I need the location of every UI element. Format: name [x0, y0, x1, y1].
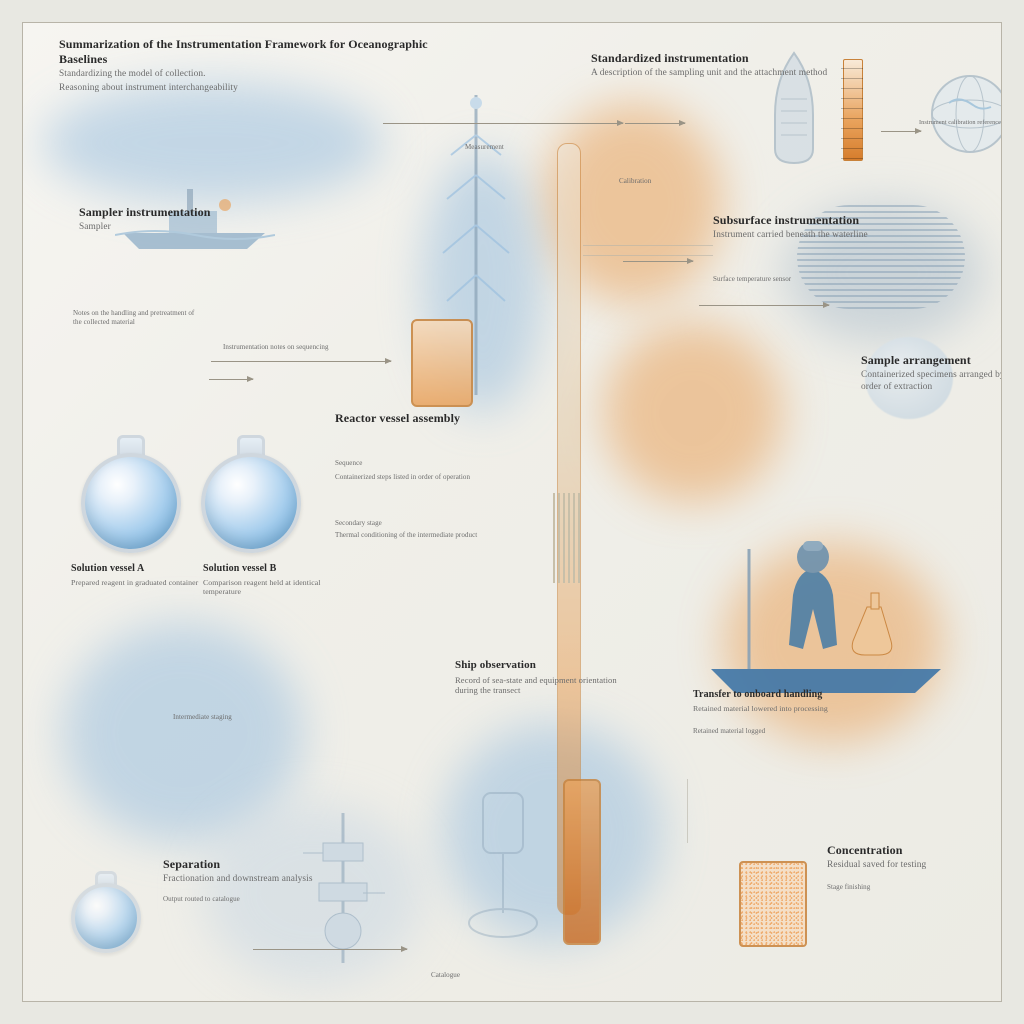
label-heading: Ship observation [455, 659, 536, 671]
label-heading: Concentration [827, 843, 903, 857]
wash [603, 323, 783, 503]
label-side-1: Notes on the handling and pretreatment o… [73, 307, 203, 327]
flask-b-icon [201, 453, 301, 553]
label-heading: Solution vessel B [203, 563, 276, 574]
arrow [623, 261, 693, 262]
label-reactor: Reactor vessel assembly [335, 411, 515, 426]
rule [583, 255, 713, 256]
label-sub: Instrumentation notes on sequencing [223, 343, 403, 352]
label-sub: Prepared reagent in graduated container [71, 578, 201, 588]
label-heading: Standardized instrumentation [591, 51, 749, 65]
separation-rig-icon [273, 813, 413, 963]
label-heading: Reactor vessel assembly [335, 411, 460, 425]
label-sub: Comparison reagent held at identical tem… [203, 578, 353, 597]
label-concentration: Concentration Residual saved for testing [827, 843, 1002, 872]
label-sub: Catalogue [431, 971, 601, 980]
page-subtitle-1: Standardizing the model of collection. [59, 69, 459, 81]
deep-column-icon [563, 779, 601, 945]
label-inst-notes: Instrumentation notes on sequencing [223, 341, 403, 352]
label-sub: Record of sea-state and equipment orient… [455, 675, 635, 696]
label-reactor-sub4: Thermal conditioning of the intermediate… [335, 529, 535, 540]
capsule-icon [761, 49, 827, 167]
rule [583, 245, 713, 246]
label-sub: Notes on the handling and pretreatment o… [73, 309, 203, 327]
label-sub: Thermal conditioning of the intermediate… [335, 531, 535, 540]
arrow [699, 305, 829, 306]
striped-pod-icon [797, 205, 965, 309]
label-reactor-sub3: Secondary stage [335, 517, 535, 528]
label-flask-a: Solution vessel A Prepared reagent in gra… [71, 563, 201, 587]
arrow [209, 379, 253, 380]
scale-ticks-icon [841, 59, 863, 159]
label-bottom-mid: Catalogue [431, 969, 601, 980]
label-reactor-sub1: Sequence [335, 457, 515, 468]
rule [687, 779, 688, 843]
cloud-blob-icon [865, 337, 953, 419]
globe-icon [929, 73, 1002, 155]
arrow [383, 123, 623, 124]
diagram-frame: Summarization of the Instrumentation Fra… [22, 22, 1002, 1002]
arrow [881, 131, 921, 132]
flask-a-icon [81, 453, 181, 553]
operator-on-boat-icon [691, 509, 951, 709]
column-banding-icon [553, 493, 583, 583]
label-ship-obs: Ship observation Record of sea-state and … [455, 659, 635, 696]
page-title-text: Summarization of the Instrumentation Fra… [59, 37, 428, 66]
label-sub: Stage finishing [827, 883, 1002, 892]
label-sub: Residual saved for testing [827, 860, 1002, 872]
label-sub: Sequence [335, 459, 515, 468]
label-heading: Solution vessel A [71, 563, 144, 574]
label-sub: Containerized steps listed in order of o… [335, 473, 515, 482]
arrow [211, 361, 391, 362]
label-reactor-sub2: Containerized steps listed in order of o… [335, 471, 515, 482]
label-conc-sub: Stage finishing [827, 881, 1002, 892]
arrow [253, 949, 407, 950]
survey-boat-icon [115, 181, 275, 259]
apparatus-icon [443, 783, 563, 953]
flask-small-icon [71, 883, 141, 953]
arrow [625, 123, 685, 124]
concentration-beaker-icon [739, 861, 807, 947]
label-sub: Secondary stage [335, 519, 535, 528]
reactor-cylinder-icon [411, 319, 473, 407]
label-flask-b: Solution vessel B Comparison reagent held… [203, 563, 353, 597]
